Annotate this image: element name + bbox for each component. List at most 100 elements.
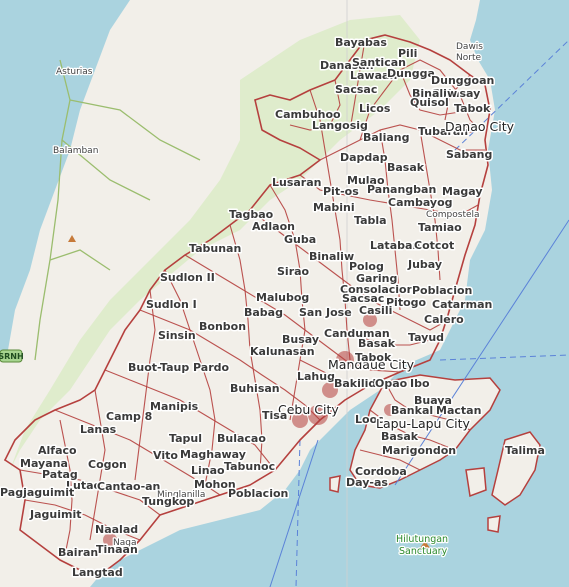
place-label-linao: Linao — [191, 464, 225, 477]
shipping-lanes — [269, 219, 569, 587]
place-label-pitogo: Pitogo — [386, 296, 427, 309]
place-label-binaliw: Binaliw — [412, 87, 457, 100]
place-label-mulao: Mulao — [347, 174, 385, 187]
place-label-poblacion: Poblacion — [228, 487, 288, 500]
place-label-baliang: Baliang — [363, 131, 409, 144]
peak-icon — [420, 541, 430, 548]
place-label-mandaue-city: Mandaue City — [328, 357, 415, 372]
place-label-minglanilla: Minglanilla — [157, 490, 205, 500]
place-label-basak: Basak — [381, 430, 419, 443]
islet — [487, 515, 501, 533]
place-label-asturias: Asturias — [56, 67, 93, 77]
olango-island — [491, 431, 541, 506]
place-label-binaliw: Binaliw — [309, 250, 354, 263]
place-label-danasan: Danasan — [320, 59, 374, 72]
place-label-santican: Santican — [352, 56, 406, 69]
place-label-tabla: Tabla — [354, 214, 387, 227]
place-label-marigondon: Marigondon — [382, 444, 456, 457]
place-label-maghaway: Maghaway — [180, 448, 246, 461]
place-label-mabini: Mabini — [313, 201, 355, 214]
place-label-mactan: Mactan — [436, 404, 481, 417]
place-label-danao-city: Danao City — [445, 119, 515, 134]
place-label-jaguimit: Jaguimit — [29, 508, 81, 521]
place-label-patag: Patag — [42, 468, 78, 481]
place-label-dapdap: Dapdap — [340, 151, 388, 164]
place-label-tinaan: Tinaan — [96, 543, 138, 556]
strait-water — [0, 0, 130, 360]
place-label-naga: Naga — [113, 538, 136, 548]
place-label-bayabas: Bayabas — [335, 36, 387, 49]
roads — [34, 59, 201, 361]
place-label-lutac: Lutac — [66, 479, 100, 492]
place-label-pagjaguimit: Pagjaguimit — [0, 486, 74, 499]
place-label-poblacion: Poblacion — [412, 284, 472, 297]
road-shield — [0, 349, 23, 363]
place-label-lapu-lapu-city: Lapu-Lapu City — [376, 416, 471, 431]
place-label-lawaan: Lawaan — [350, 69, 397, 82]
place-label-dungga: Dungga — [387, 67, 435, 80]
place-label-dawis-norte: Dawis Norte — [456, 42, 483, 63]
place-label-polog: Polog — [349, 260, 384, 273]
place-label-cambuhoo: Cambuhoo — [275, 108, 341, 121]
ferry-routes — [295, 39, 569, 587]
urban-density — [103, 123, 475, 547]
place-label-sudlon-i: Sudlon I — [146, 298, 197, 311]
place-label-naalad: Naalad — [95, 523, 138, 536]
place-label-manipis: Manipis — [150, 400, 199, 413]
islet — [465, 467, 487, 498]
place-label-tabok: Tabok — [454, 102, 491, 115]
place-label-cantao-an: Cantao-an — [97, 480, 160, 493]
land-area — [0, 0, 495, 587]
place-label-compostela: Compostela — [426, 210, 480, 220]
place-label-magay: Magay — [442, 185, 483, 198]
place-label-mohon: Mohon — [194, 478, 236, 491]
place-label-malubog: Malubog — [256, 291, 309, 304]
place-label-lanas: Lanas — [80, 423, 117, 436]
place-label-balamban: Balamban — [53, 146, 98, 156]
place-label-bulacao: Bulacao — [217, 432, 266, 445]
place-label-buot-taup-pardo: Buot-Taup Pardo — [128, 361, 230, 374]
place-label-pili: Pili — [398, 47, 417, 60]
place-label-buhisan: Buhisan — [230, 382, 280, 395]
place-label-bonbon: Bonbon — [199, 320, 246, 333]
place-label-guinsay: Guinsay — [431, 87, 480, 100]
place-label-licos: Licos — [359, 102, 391, 115]
place-label-cambayog: Cambayog — [388, 196, 453, 209]
place-label-kalunasan: Kalunasan — [250, 345, 315, 358]
place-label-day-as: Day-as — [346, 476, 388, 489]
place-label-adlaon: Adlaon — [252, 220, 295, 233]
place-label-camp-8: Camp 8 — [106, 410, 152, 423]
place-label-hilutungan-sanctuary: Hilutungan Sanctuary — [396, 534, 448, 557]
place-label-jubay: Jubay — [407, 258, 442, 271]
place-label-sudlon-ii: Sudlon II — [160, 271, 215, 284]
barangay-borders — [4, 34, 491, 576]
place-label-dunggoan: Dunggoan — [431, 74, 494, 87]
place-label-buaya: Buaya — [414, 394, 452, 407]
place-label-garing: Garing — [356, 272, 397, 285]
place-label-cogon: Cogon — [88, 458, 127, 471]
place-label-canduman: Canduman — [324, 327, 390, 340]
road-shield-label: SRNH — [0, 352, 24, 361]
place-label-calero: Calero — [424, 313, 464, 326]
place-label-tamiao: Tamiao — [418, 221, 462, 234]
place-label-panangban: Panangban — [367, 183, 436, 196]
place-label-tubaran: Tubaran — [418, 125, 468, 138]
place-label-lataban: Lataban — [370, 239, 420, 252]
place-label-langtad: Langtad — [72, 566, 123, 579]
forest-area — [10, 15, 420, 470]
place-label-talima: Talima — [505, 444, 545, 457]
place-label-alfaco: Alfaco — [38, 444, 77, 457]
place-label-basak: Basak — [387, 161, 425, 174]
place-label-bankal: Bankal — [391, 404, 433, 417]
place-label-cebu-city: Cebu City — [278, 402, 339, 417]
place-label-bairan: Bairan — [58, 546, 98, 559]
place-label-pit-os: Pit-os — [323, 185, 359, 198]
place-label-tisa: Tisa — [262, 409, 287, 422]
place-label-lusaran: Lusaran — [272, 176, 322, 189]
place-label-tapul: Tapul — [169, 432, 202, 445]
place-label-tabok: Tabok — [355, 351, 392, 364]
place-label-cotcot: Cotcot — [414, 239, 454, 252]
